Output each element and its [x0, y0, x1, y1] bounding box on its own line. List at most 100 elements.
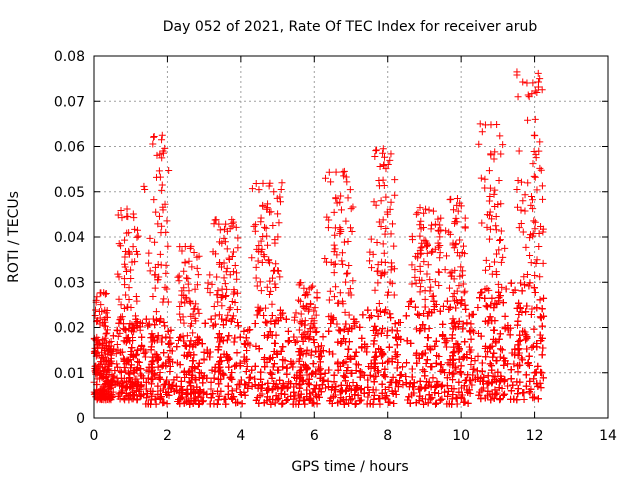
data-point [132, 247, 140, 255]
data-point [126, 374, 134, 382]
data-point [195, 369, 203, 377]
data-point [137, 381, 145, 389]
data-point [415, 311, 423, 319]
data-point [422, 359, 430, 367]
data-point [367, 312, 375, 320]
data-point [126, 383, 134, 391]
data-point [127, 266, 135, 274]
data-point [176, 303, 184, 311]
data-point [105, 370, 113, 378]
data-point [226, 304, 234, 312]
data-point [123, 303, 131, 311]
data-point [319, 347, 327, 355]
data-point [461, 398, 469, 406]
data-point [121, 263, 129, 271]
data-point [127, 378, 135, 386]
data-point [293, 337, 301, 345]
data-point [160, 349, 168, 357]
data-point [387, 150, 395, 158]
data-point [348, 228, 356, 236]
data-point [181, 258, 189, 266]
data-point [442, 227, 450, 235]
data-point [155, 212, 163, 220]
data-point [284, 327, 292, 335]
data-point [251, 362, 259, 370]
data-point [373, 146, 381, 154]
data-point [118, 382, 126, 390]
data-point [121, 248, 129, 256]
data-point [130, 391, 138, 399]
data-point [439, 302, 447, 310]
data-point [207, 385, 215, 393]
data-point [270, 188, 278, 196]
data-point [340, 400, 348, 408]
data-point [121, 281, 129, 289]
data-point [222, 268, 230, 276]
data-point [275, 219, 283, 227]
data-point [457, 362, 465, 370]
data-point [159, 298, 167, 306]
data-point [163, 285, 171, 293]
data-point [322, 384, 329, 392]
data-point [420, 209, 428, 217]
data-point [103, 313, 111, 321]
data-point [279, 343, 287, 351]
data-point [449, 349, 457, 357]
data-point [127, 275, 135, 283]
data-point [344, 238, 352, 246]
data-point [379, 240, 387, 248]
data-point [261, 223, 269, 231]
data-point [206, 271, 214, 279]
data-point [260, 332, 268, 340]
data-point [149, 315, 157, 323]
data-point [445, 284, 453, 292]
data-point [338, 257, 346, 265]
data-point [326, 287, 334, 295]
data-point [91, 344, 99, 352]
data-point [349, 379, 357, 387]
data-point [316, 348, 324, 356]
data-point [117, 389, 125, 397]
data-point [397, 371, 405, 379]
data-point [315, 366, 323, 374]
data-point [432, 359, 440, 367]
data-point [220, 274, 228, 282]
data-point [231, 334, 239, 342]
data-point [333, 320, 341, 328]
data-point [393, 341, 401, 349]
data-point [344, 269, 352, 277]
data-point [463, 319, 471, 327]
data-point [125, 249, 133, 257]
data-point [223, 336, 231, 344]
data-point [424, 261, 432, 269]
data-point [436, 307, 444, 315]
data-point [416, 377, 424, 385]
data-point [457, 263, 465, 271]
data-point [279, 363, 287, 371]
data-point [387, 314, 395, 322]
data-point [421, 368, 429, 376]
data-point [321, 369, 329, 377]
data-point [375, 299, 383, 307]
data-point [387, 266, 395, 274]
data-point [133, 396, 141, 404]
data-point [181, 299, 189, 307]
data-point [449, 376, 457, 384]
data-point [420, 258, 428, 266]
data-point [114, 270, 122, 278]
data-point [100, 355, 108, 363]
data-point [133, 364, 141, 372]
data-point [317, 342, 325, 350]
data-point [240, 327, 248, 335]
data-point [408, 373, 416, 381]
data-point [336, 327, 344, 335]
data-point [271, 360, 279, 368]
chart-title: Day 052 of 2021, Rate Of TEC Index for r… [163, 19, 538, 35]
data-point [110, 345, 118, 353]
data-point [321, 254, 329, 262]
data-point [332, 168, 340, 176]
data-point [130, 382, 138, 390]
data-point [303, 346, 311, 354]
data-point [95, 308, 103, 316]
data-point [109, 373, 117, 381]
